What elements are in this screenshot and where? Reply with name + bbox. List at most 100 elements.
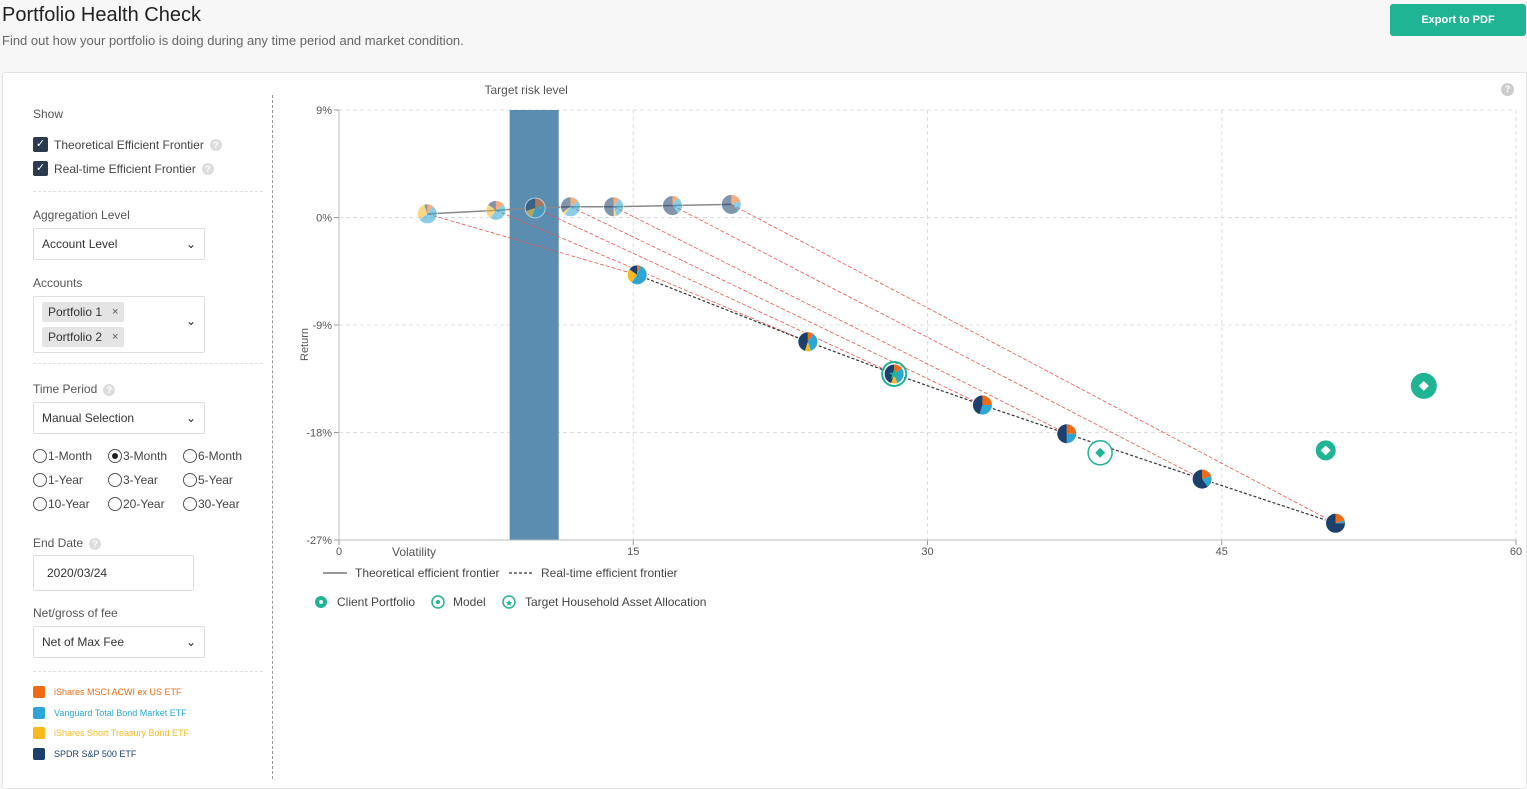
radio-icon[interactable]	[183, 473, 197, 487]
period-option[interactable]: 5-Year	[183, 473, 258, 487]
help-icon[interactable]: ?	[209, 138, 222, 151]
pie-outline	[603, 196, 625, 218]
period-option[interactable]: 20-Year	[108, 497, 183, 511]
chevron-down-icon: ⌄	[185, 411, 196, 425]
theoretical-frontier-point	[416, 203, 438, 225]
radio-icon[interactable]	[108, 497, 122, 511]
x-tick-label: 30	[921, 546, 933, 558]
connector-line	[672, 205, 1203, 480]
fee-select[interactable]: Net of Max Fee ⌄	[33, 626, 205, 658]
pie-slice	[1056, 423, 1067, 444]
check-icon[interactable]: ✓	[33, 161, 48, 176]
period-option[interactable]: 3-Year	[108, 473, 183, 487]
fund-name: iShares MSCI ACWI ex US ETF	[54, 687, 182, 697]
check-icon[interactable]: ✓	[33, 137, 48, 152]
y-tick-label: 0%	[316, 213, 332, 225]
pie-outline	[524, 197, 546, 219]
fee-label: Net/gross of fee	[33, 606, 118, 620]
remove-icon[interactable]: ×	[112, 306, 119, 318]
help-icon[interactable]: ?	[201, 162, 214, 175]
legend-client-label: Client Portfolio	[337, 595, 415, 609]
account-tag: Portfolio 1 ×	[42, 302, 125, 322]
pie-slice	[490, 204, 506, 221]
pie-slice	[972, 395, 983, 415]
aggregation-select[interactable]: Account Level ⌄	[33, 228, 205, 260]
pie-slice	[613, 196, 620, 207]
fund-legend-item: iShares Short Treasury Bond ETF	[33, 727, 189, 739]
period-label: 30-Year	[198, 497, 240, 511]
pie-outline	[720, 193, 742, 215]
pie-slice	[562, 206, 571, 215]
radio-icon[interactable]	[183, 449, 197, 463]
pie-slice	[603, 196, 614, 217]
end-date-label: End Date	[33, 536, 84, 550]
radio-selected-icon[interactable]	[108, 449, 122, 463]
theoretical-frontier-point	[524, 197, 546, 219]
pie-slice	[485, 204, 496, 219]
radio-icon[interactable]	[108, 473, 122, 487]
connector-line	[427, 213, 638, 276]
fund-legend-item: iShares MSCI ACWI ex US ETF	[33, 686, 182, 698]
period-option[interactable]: 1-Month	[33, 449, 108, 463]
theoretical-frontier-point	[559, 196, 581, 218]
time-period-select[interactable]: Manual Selection ⌄	[33, 402, 205, 434]
connector-line	[731, 204, 1336, 524]
legend-target-star-icon: ★	[505, 598, 513, 608]
export-pdf-button[interactable]: Export to PDF	[1390, 4, 1526, 36]
radio-icon[interactable]	[33, 473, 47, 487]
remove-icon[interactable]: ×	[112, 331, 119, 343]
help-icon[interactable]: ?	[1501, 83, 1514, 96]
theoretical-frontier-toggle[interactable]: ✓ Theoretical Efficient Frontier ?	[33, 137, 222, 152]
client-diamond-icon	[1418, 380, 1429, 391]
period-option[interactable]: 6-Month	[183, 449, 258, 463]
chevron-down-icon: ⌄	[185, 314, 196, 328]
pie-slice	[525, 197, 536, 212]
period-option[interactable]: 1-Year	[33, 473, 108, 487]
sidebar: Show ✓ Theoretical Efficient Frontier ? …	[33, 97, 265, 777]
legend-target-label: Target Household Asset Allocation	[525, 595, 706, 609]
accounts-multiselect[interactable]: Portfolio 1 × Portfolio 2 × ⌄	[33, 296, 205, 353]
period-option[interactable]: 3-Month	[108, 449, 183, 463]
realtime-frontier-toggle[interactable]: ✓ Real-time Efficient Frontier ?	[33, 161, 214, 176]
theoretical-frontier-label: Theoretical Efficient Frontier	[54, 137, 204, 152]
pie-outline	[626, 264, 648, 286]
realtime-frontier-point	[1325, 512, 1347, 534]
connector-line	[570, 206, 983, 406]
time-period-label-row: Time Period?	[33, 382, 116, 396]
pie-outline	[559, 196, 581, 218]
period-option[interactable]: 10-Year	[33, 497, 108, 511]
period-option[interactable]: 30-Year	[183, 497, 258, 511]
chart-points: ★	[416, 193, 1437, 534]
x-tick-label: 0	[336, 546, 342, 558]
end-date-input[interactable]: 2020/03/24	[33, 555, 194, 591]
realtime-frontier-label: Real-time Efficient Frontier	[54, 161, 196, 176]
divider	[33, 671, 263, 672]
theoretical-frontier-point	[720, 193, 742, 215]
pie-slice	[1066, 423, 1077, 434]
pie-slice	[419, 205, 438, 224]
target-star-icon: ★	[888, 366, 901, 382]
connector-line	[613, 206, 1067, 435]
period-radio-row: 1-Year 3-Year 5-Year	[33, 473, 258, 487]
period-label: 10-Year	[48, 497, 90, 511]
fund-swatch	[33, 748, 45, 760]
pie-slice	[1202, 469, 1212, 480]
radio-icon[interactable]	[33, 449, 47, 463]
realtime-frontier-point	[1191, 468, 1213, 490]
pie-slice	[797, 331, 808, 352]
page-title: Portfolio Health Check	[2, 4, 201, 26]
chevron-down-icon: ⌄	[185, 237, 196, 251]
fund-swatch	[33, 727, 45, 739]
y-tick-label: 9%	[316, 105, 332, 117]
aggregation-label: Aggregation Level	[33, 208, 130, 222]
radio-icon[interactable]	[33, 497, 47, 511]
help-icon[interactable]: ?	[103, 384, 116, 396]
radio-icon[interactable]	[183, 497, 197, 511]
pie-slice	[1335, 520, 1346, 524]
y-axis-label: Return	[299, 328, 311, 361]
account-tag: Portfolio 2 ×	[42, 327, 125, 347]
y-tick-label: -27%	[306, 535, 332, 547]
fund-legend-item: Vanguard Total Bond Market ETF	[33, 707, 187, 719]
help-icon[interactable]: ?	[89, 538, 102, 550]
